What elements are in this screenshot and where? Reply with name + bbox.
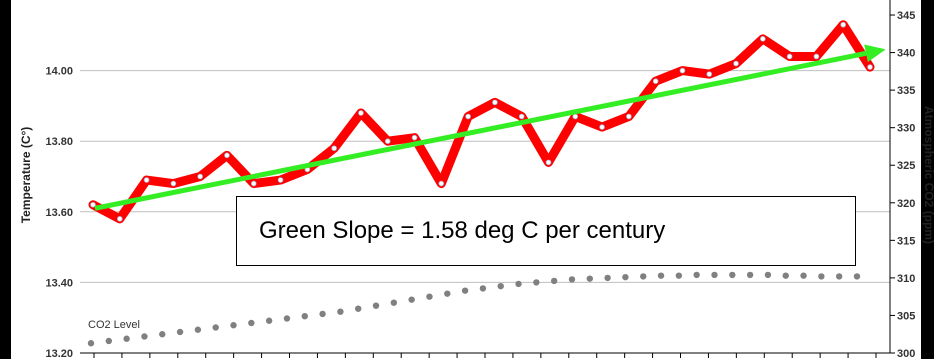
co2-point-16	[372, 302, 380, 309]
y-axis-right-title: Atmospheric CO2 (ppm)	[922, 106, 934, 244]
y-right-tick-label-3: 315	[897, 235, 915, 247]
co2-point-15	[355, 305, 362, 312]
co2-point-25	[533, 279, 540, 286]
y-right-tick-label-9: 345	[897, 10, 915, 22]
y-left-tick-label-2: 13.60	[45, 207, 73, 219]
co2-point-9	[248, 319, 255, 327]
co2-point-23	[497, 282, 504, 290]
temperature-point-20	[626, 113, 632, 120]
co2-point-27	[568, 276, 576, 283]
co2-point-5	[176, 328, 184, 336]
co2-point-38	[764, 271, 772, 279]
co2-point-20	[444, 290, 451, 297]
temperature-point-7	[277, 177, 284, 183]
y-right-tick-label-6: 330	[897, 123, 915, 135]
co2-point-17	[390, 299, 398, 306]
temperature-series-line	[88, 20, 875, 224]
temperature-point-17	[545, 159, 552, 166]
y-left-tick-label-4: 14.00	[45, 66, 73, 78]
co2-point-7	[212, 324, 219, 331]
co2-point-42	[835, 273, 843, 280]
y-right-tick-label-8: 340	[897, 48, 915, 60]
temperature-point-29	[867, 64, 873, 70]
co2-point-24	[515, 280, 522, 288]
co2-point-30	[622, 273, 629, 281]
slope-annotation-box: Green Slope = 1.58 deg C per century	[236, 196, 856, 266]
temperature-point-25	[760, 36, 766, 42]
co2-series-label: CO2 Level	[88, 319, 140, 331]
y-right-tick-label-5: 325	[897, 160, 915, 172]
temperature-point-11	[384, 138, 391, 145]
co2-point-18	[408, 296, 415, 303]
y-right-tick-label-7: 335	[897, 85, 915, 97]
co2-point-35	[711, 271, 718, 279]
y-left-tick-label-1: 13.40	[45, 277, 73, 289]
co2-point-40	[800, 272, 807, 279]
trend-arrowhead	[864, 44, 886, 63]
co2-point-1	[105, 337, 113, 345]
temperature-point-0	[90, 201, 96, 208]
co2-point-28	[586, 275, 593, 282]
temperature-point-1	[116, 216, 123, 222]
slope-annotation-text: Green Slope = 1.58 deg C per century	[259, 217, 666, 244]
co2-point-41	[818, 273, 825, 280]
y-right-tick-label-4: 320	[897, 198, 915, 210]
co2-point-2	[123, 335, 130, 342]
co2-point-22	[479, 285, 487, 292]
co2-point-12	[301, 312, 308, 320]
temperature-point-23	[706, 71, 713, 77]
temperature-point-12	[411, 134, 418, 141]
y-right-tick-label-2: 310	[897, 273, 915, 285]
co2-point-21	[461, 287, 469, 294]
temperature-point-15	[492, 99, 498, 106]
y-left-tick-label-3: 13.80	[45, 136, 73, 148]
temperature-point-19	[599, 124, 605, 130]
y-right-tick-label-0: 300	[897, 348, 915, 359]
co2-point-26	[550, 277, 558, 285]
co2-point-4	[159, 331, 166, 338]
temperature-point-6	[250, 180, 257, 187]
co2-point-3	[141, 333, 148, 340]
trend-line	[94, 50, 869, 211]
temperature-point-28	[840, 21, 847, 28]
co2-point-29	[604, 274, 611, 282]
co2-point-19	[426, 293, 433, 300]
co2-point-43	[853, 273, 861, 280]
temperature-point-22	[679, 67, 686, 74]
y-axis-left-title: Temperature (C°)	[19, 127, 33, 224]
co2-point-13	[319, 310, 326, 318]
co2-point-14	[337, 308, 344, 315]
temperature-point-21	[652, 78, 659, 84]
temperature-point-10	[358, 110, 364, 116]
temperature-point-4	[197, 173, 203, 180]
co2-point-8	[230, 322, 237, 329]
temperature-point-27	[813, 53, 820, 60]
y-right-tick-label-1: 305	[897, 310, 915, 322]
temperature-point-13	[438, 180, 445, 187]
temperature-point-5	[224, 152, 230, 159]
temperature-point-14	[465, 113, 471, 120]
co2-point-36	[729, 271, 736, 279]
co2-point-33	[675, 272, 683, 279]
temperature-point-2	[143, 177, 150, 183]
co2-point-32	[657, 272, 665, 279]
temperature-point-9	[331, 145, 337, 152]
co2-point-37	[746, 271, 754, 279]
temperature-point-26	[786, 53, 793, 60]
temperature-point-24	[733, 60, 739, 67]
co2-point-10	[265, 317, 273, 324]
co2-point-11	[283, 315, 291, 322]
y-left-tick-label-0: 13.20	[45, 348, 73, 359]
co2-point-34	[693, 271, 700, 279]
co2-point-0	[87, 340, 95, 347]
co2-point-39	[782, 272, 789, 279]
temperature-point-18	[572, 113, 579, 120]
temperature-point-3	[170, 180, 177, 187]
co2-point-31	[640, 273, 647, 280]
co2-point-6	[194, 326, 202, 333]
temperature-point-16	[518, 113, 525, 120]
